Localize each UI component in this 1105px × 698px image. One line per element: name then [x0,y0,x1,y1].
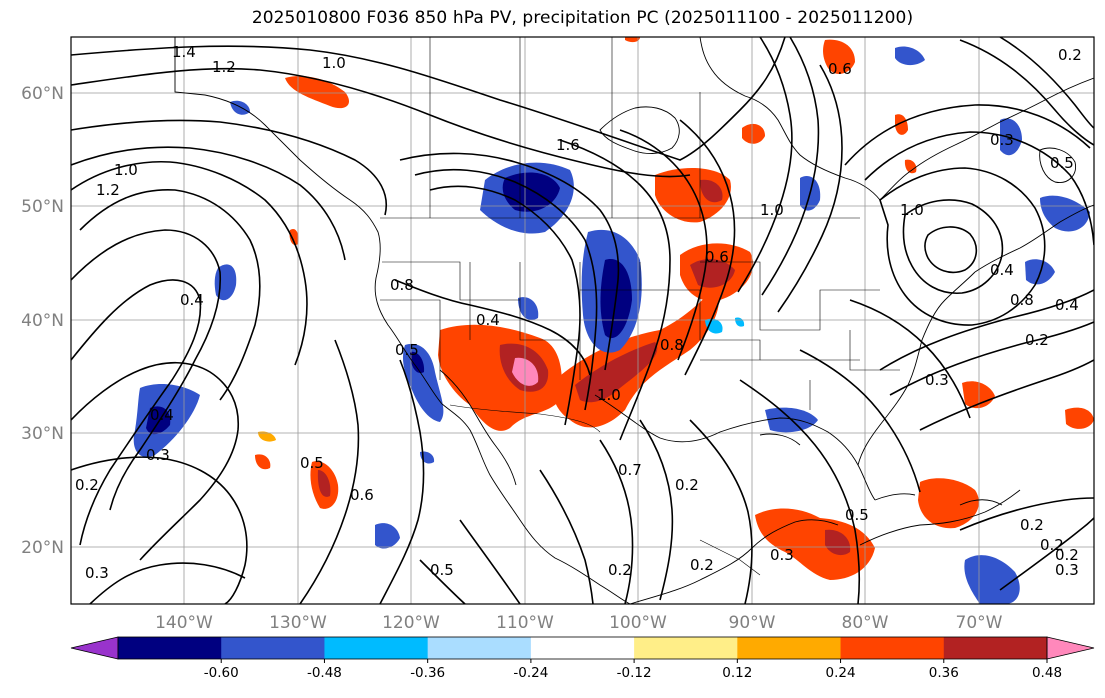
lat-label-20n: 20°N [21,538,64,558]
colorbar-frame [117,636,1048,660]
lon-label-100w: 100°W [609,613,667,633]
contour-label: 0.4 [990,261,1014,279]
lon-label-140w: 140°W [155,613,213,633]
lon-label-90w: 90°W [729,613,776,633]
contour-label: 0.3 [146,446,170,464]
contour-label: 0.2 [75,476,99,494]
contour-label: 0.4 [150,406,174,424]
colorbar-swatch [427,637,532,659]
lat-label-60n: 60°N [21,84,64,104]
contour-label: 0.2 [1025,331,1049,349]
colorbar-tick-label: 0.48 [1032,665,1062,681]
lon-label-70w: 70°W [956,613,1003,633]
colorbar-extend-low [70,636,119,660]
contour-label: 1.6 [556,136,580,154]
coastlines [174,37,1094,604]
contour-label: 0.5 [1050,154,1074,172]
contour-label: 0.3 [770,546,794,564]
lat-label-30n: 30°N [21,424,64,444]
borders [380,37,900,576]
lon-label-130w: 130°W [269,613,327,633]
contour-label: 0.5 [430,561,454,579]
colorbar-swatch [324,637,429,659]
colorbar-swatch [737,637,842,659]
colorbar-tick-label: -0.24 [513,665,548,681]
contour-labels: 1.4 1.2 1.0 1.0 1.6 0.6 1.0 1.2 0.8 0.4 … [75,43,1082,582]
latitude-labels: 60°N 50°N 40°N 30°N 20°N [21,84,64,558]
contour-label: 0.2 [675,476,699,494]
colorbar-tick-label: -0.12 [617,665,652,681]
contour-label: 0.3 [925,371,949,389]
longitude-labels: 140°W 130°W 120°W 110°W 100°W 90°W 80°W … [155,613,1003,633]
lon-label-120w: 120°W [382,613,440,633]
contour-label: 0.3 [990,131,1014,149]
contour-label: 0.2 [1040,536,1064,554]
lon-label-110w: 110°W [496,613,554,633]
lat-label-50n: 50°N [21,197,64,217]
colorbar-swatch [118,637,222,659]
colorbar-tick-label: -0.36 [410,665,445,681]
contour-label: 0.4 [1055,296,1079,314]
contour-label: 1.2 [212,58,236,76]
contour-label: 0.2 [690,556,714,574]
colorbar-swatch [221,637,325,659]
contour-label: 0.5 [300,454,324,472]
precip-positive-shading [255,37,1094,580]
contour-label: 0.5 [845,506,869,524]
lon-label-80w: 80°W [842,613,889,633]
map-title: 2025010800 F036 850 hPa PV, precipitatio… [251,8,914,28]
contour-label: 0.2 [1058,46,1082,64]
contour-label: 0.8 [390,276,414,294]
pv-contours [71,37,1094,604]
contour-label: 0.3 [85,564,109,582]
colorbar-tick-label: 0.36 [929,665,959,681]
map-panel: 1.4 1.2 1.0 1.0 1.6 0.6 1.0 1.2 0.8 0.4 … [71,37,1094,604]
colorbar-swatch [943,637,1048,659]
contour-label: 0.6 [828,60,852,78]
contour-label: 0.3 [1055,561,1079,579]
contour-label: 0.5 [395,341,419,359]
colorbar-swatch [840,637,945,659]
contour-label: 0.4 [476,311,500,329]
colorbar-swatch [530,637,635,659]
contour-label: 0.6 [705,248,729,266]
colorbar-tick-label: 0.24 [826,665,856,681]
contour-label: 0.4 [180,291,204,309]
contour-label: 1.0 [597,386,621,404]
contour-label: 0.7 [618,461,642,479]
colorbar-extend-high [1046,636,1095,660]
colorbar-tick-label: 0.12 [722,665,752,681]
contour-label: 0.2 [1020,516,1044,534]
contour-label: 1.0 [760,201,784,219]
contour-label: 1.0 [900,201,924,219]
colorbar-tick-label: -0.60 [204,665,239,681]
map-frame [70,36,1095,605]
lat-label-40n: 40°N [21,311,64,331]
contour-label: 1.0 [322,54,346,72]
contour-label: 0.8 [660,336,684,354]
colorbar: -0.60 -0.48 -0.36 -0.24 -0.12 0.12 0.24 0.36 0.4… [70,636,1095,681]
colorbar-tick-label: -0.48 [307,665,342,681]
contour-label: 0.8 [1010,291,1034,309]
colorbar-swatch [634,637,738,659]
contour-label: 0.2 [1055,546,1079,564]
contour-label: 1.4 [172,43,196,61]
contour-label: 1.0 [114,161,138,179]
contour-label: 1.2 [96,181,120,199]
contour-label: 0.6 [350,486,374,504]
contour-label: 0.2 [608,561,632,579]
